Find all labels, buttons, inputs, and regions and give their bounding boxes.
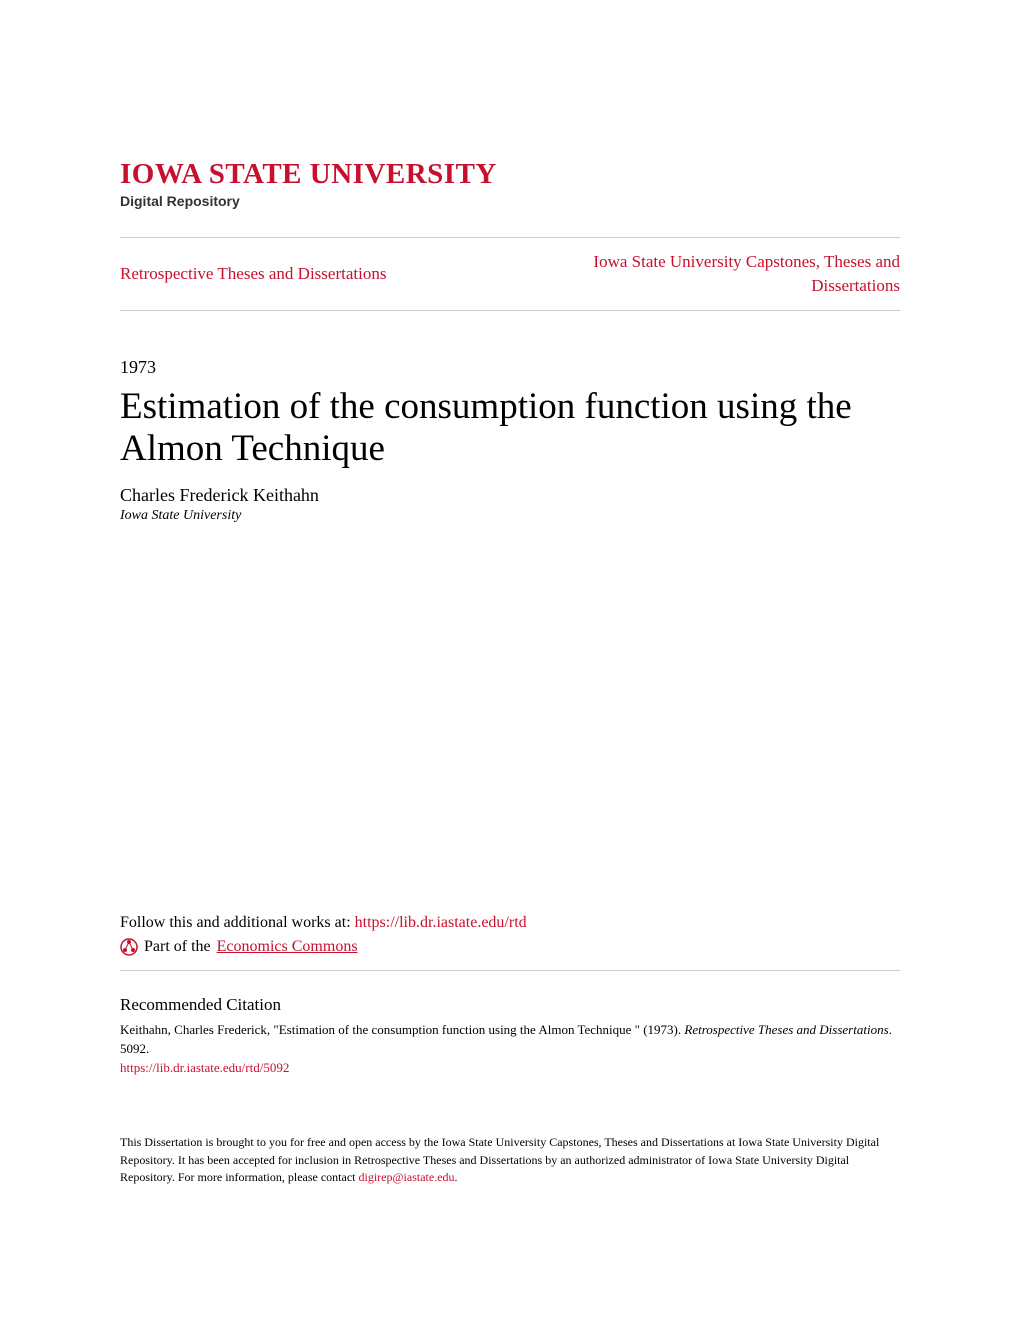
footer-text: This Dissertation is brought to you for … <box>120 1134 900 1186</box>
citation-section: Recommended Citation Keithahn, Charles F… <box>120 985 900 1077</box>
citation-text-italic: Retrospective Theses and Dissertations <box>684 1022 888 1037</box>
footer-text-after: . <box>455 1170 458 1184</box>
publication-year: 1973 <box>120 357 900 378</box>
citation-text-before: Keithahn, Charles Frederick, "Estimation… <box>120 1022 684 1037</box>
breadcrumb-left-link[interactable]: Retrospective Theses and Dissertations <box>120 264 386 284</box>
logo-section: IOWA STATE UNIVERSITY Digital Repository <box>120 160 900 209</box>
follow-prefix: Follow this and additional works at: <box>120 914 355 931</box>
footer-text-before: This Dissertation is brought to you for … <box>120 1135 879 1184</box>
breadcrumb-right-link[interactable]: Iowa State University Capstones, Theses … <box>520 250 900 298</box>
follow-section: Follow this and additional works at: htt… <box>120 914 900 956</box>
commons-link[interactable]: Economics Commons <box>217 938 358 956</box>
document-title: Estimation of the consumption function u… <box>120 386 900 471</box>
divider-below-breadcrumb <box>120 310 900 311</box>
divider-above-citation <box>120 970 900 971</box>
follow-line: Follow this and additional works at: htt… <box>120 914 900 932</box>
follow-url-link[interactable]: https://lib.dr.iastate.edu/rtd <box>355 914 527 931</box>
logo-main-text: IOWA STATE UNIVERSITY <box>120 160 900 189</box>
footer-email-link[interactable]: digirep@iastate.edu <box>359 1170 455 1184</box>
logo-sub-text: Digital Repository <box>120 193 900 209</box>
author-name: Charles Frederick Keithahn <box>120 485 900 506</box>
commons-prefix: Part of the <box>144 938 211 956</box>
citation-url-link[interactable]: https://lib.dr.iastate.edu/rtd/5092 <box>120 1060 900 1076</box>
citation-heading: Recommended Citation <box>120 995 900 1015</box>
commons-line: Part of the Economics Commons <box>120 938 900 956</box>
author-affiliation: Iowa State University <box>120 508 900 524</box>
breadcrumb-row: Retrospective Theses and Dissertations I… <box>120 238 900 310</box>
citation-text: Keithahn, Charles Frederick, "Estimation… <box>120 1021 900 1059</box>
network-icon <box>120 938 138 956</box>
